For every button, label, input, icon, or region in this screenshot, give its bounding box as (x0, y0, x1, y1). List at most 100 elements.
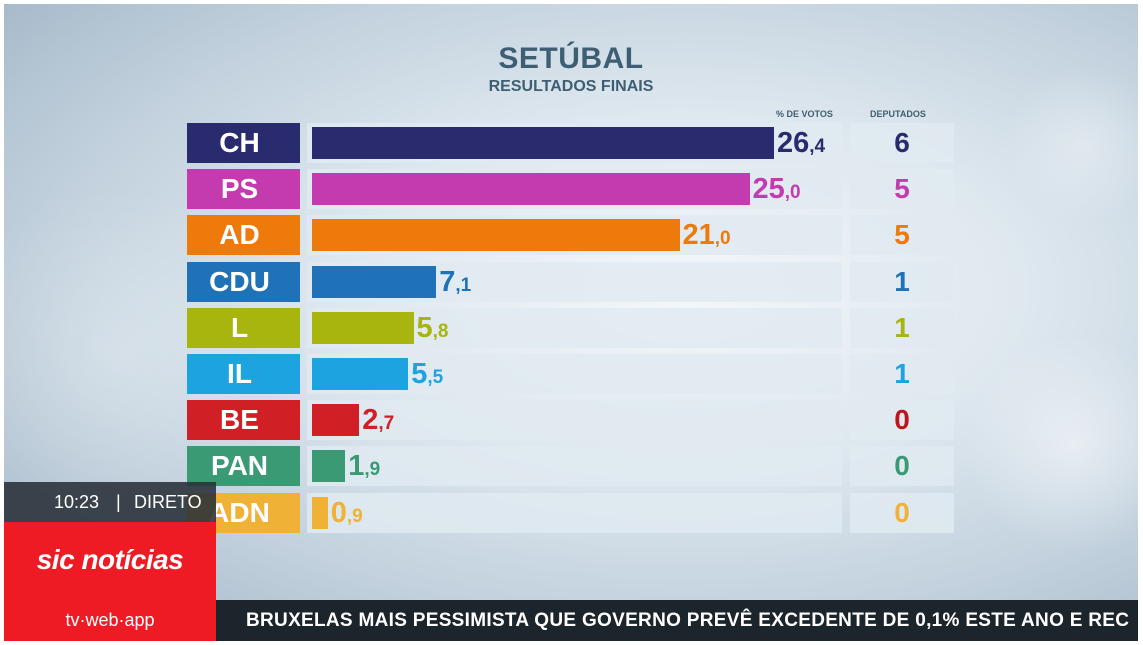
vote-percent-label: 5,5 (411, 356, 443, 396)
bar-track: 5,8 (307, 307, 842, 350)
vote-bar (312, 219, 680, 252)
result-row: AD 21,0 5 (4, 215, 1138, 257)
vote-percent-label: 7,1 (439, 264, 471, 304)
seats-value: 5 (894, 173, 910, 205)
bar-track: 2,7 (307, 400, 842, 442)
vote-bar (312, 173, 750, 206)
vote-percent-integer: 5 (416, 311, 433, 344)
seats-column-header: DEPUTADOS (870, 109, 926, 119)
result-row: CH 26,4 6 (4, 123, 1138, 163)
seats-cell: 0 (850, 400, 954, 441)
party-name: PAN (210, 450, 269, 482)
clock-time: 10:23 (54, 492, 100, 512)
vote-percent-decimal: ,9 (364, 459, 381, 481)
vote-percent-integer: 26 (777, 127, 810, 159)
seats-cell: 1 (850, 261, 954, 302)
live-label: DIRETO (134, 492, 202, 512)
bar-track: 25,0 (307, 169, 842, 211)
news-ticker: BRUXELAS MAIS PESSIMISTA QUE GOVERNO PRE… (216, 600, 1138, 641)
bokeh-light (1004, 64, 1138, 224)
chart-subtitle: RESULTADOS FINAIS (488, 78, 654, 95)
vote-percent-decimal: ,0 (784, 182, 801, 204)
party-label: CH (187, 123, 300, 163)
vote-percent-decimal: ,4 (809, 136, 826, 157)
party-name: L (230, 311, 249, 343)
vote-percent-decimal: ,5 (427, 367, 444, 388)
vote-percent-integer: 5 (411, 358, 428, 390)
vote-bar (312, 311, 414, 344)
seats-value: 1 (894, 358, 910, 389)
seats-value: 0 (894, 496, 910, 528)
vote-percent-decimal: ,1 (455, 274, 472, 296)
seats-value: 5 (894, 219, 910, 251)
vote-percent-decimal: ,8 (432, 320, 449, 342)
bar-track: 7,1 (307, 261, 842, 304)
vote-percent-integer: 1 (348, 450, 365, 483)
chart-title: SETÚBAL (498, 42, 644, 75)
result-row: L 5,8 1 (4, 307, 1138, 350)
vote-percent-label: 25,0 (753, 171, 801, 211)
platforms-label: tv·web·app (4, 600, 216, 641)
result-row: CDU 7,1 1 (4, 261, 1138, 304)
vote-percent-integer: 7 (439, 265, 456, 298)
party-label: CDU (187, 261, 300, 302)
vote-bar (312, 496, 328, 529)
vote-percent-integer: 0 (330, 496, 347, 529)
seats-cell: 5 (850, 169, 954, 210)
seats-cell: 1 (850, 354, 954, 394)
result-row: BE 2,7 0 (4, 400, 1138, 442)
vote-percent-label: 26,4 (777, 125, 825, 165)
seats-cell: 0 (850, 492, 954, 533)
party-name: BE (220, 404, 259, 436)
seats-cell: 0 (850, 446, 954, 487)
party-label: PAN (187, 446, 300, 487)
bokeh-light (964, 334, 1138, 554)
vote-percent-label: 5,8 (417, 310, 449, 350)
vote-percent-decimal: ,9 (346, 505, 363, 527)
vote-percent-integer: 2 (362, 404, 379, 437)
party-name: CH (219, 127, 260, 158)
result-row: PAN 1,9 0 (4, 446, 1138, 488)
vote-percent-integer: 21 (682, 219, 715, 252)
vote-percent-integer: 25 (752, 173, 785, 206)
party-label: IL (187, 354, 300, 394)
vote-bar (312, 404, 360, 437)
bar-track: 1,9 (307, 446, 842, 488)
vote-bar (312, 265, 437, 298)
party-label: AD (187, 215, 475, 256)
channel-logo: sic notícias (4, 522, 216, 605)
vote-bar (312, 127, 774, 159)
live-status-bar: 10:23 | DIRETO (4, 482, 216, 522)
ticker-text: BRUXELAS MAIS PESSIMISTA QUE GOVERNO PRE… (246, 610, 1130, 631)
vote-percent-label: 1,9 (348, 448, 380, 488)
vote-bar (312, 358, 409, 390)
votes-column-header: % DE VOTOS (776, 109, 833, 119)
vote-percent-decimal: ,0 (714, 228, 731, 250)
party-label: BE (187, 400, 300, 441)
broadcast-frame: SETÚBAL RESULTADOS FINAIS % DE VOTOS DEP… (4, 4, 1138, 641)
status-separator: | (116, 492, 121, 512)
seats-value: 6 (894, 127, 910, 158)
seats-cell: 1 (850, 307, 954, 348)
channel-logo-text: sic notícias (36, 544, 184, 575)
bar-track: 0,9 (307, 492, 842, 535)
party-name: PS (220, 173, 259, 205)
result-row: PS 25,0 5 (4, 169, 1138, 211)
party-name: CDU (209, 265, 270, 297)
bar-track: 5,5 (307, 354, 842, 394)
vote-percent-label: 0,9 (331, 495, 363, 535)
bar-track: 21,0 (307, 215, 842, 257)
result-row: IL 5,5 1 (4, 354, 1138, 394)
seats-value: 1 (894, 265, 910, 297)
party-name: ADN (209, 496, 270, 528)
party-name: AD (219, 219, 260, 251)
seats-value: 0 (894, 450, 910, 482)
seats-value: 0 (894, 404, 910, 436)
vote-percent-label: 2,7 (362, 402, 394, 442)
vote-percent-label: 21,0 (683, 217, 731, 257)
seats-value: 1 (894, 311, 910, 343)
party-name: IL (227, 358, 252, 389)
party-label: PS (187, 169, 300, 210)
seats-cell: 5 (850, 215, 954, 256)
bar-track: 26,4 (307, 123, 842, 163)
